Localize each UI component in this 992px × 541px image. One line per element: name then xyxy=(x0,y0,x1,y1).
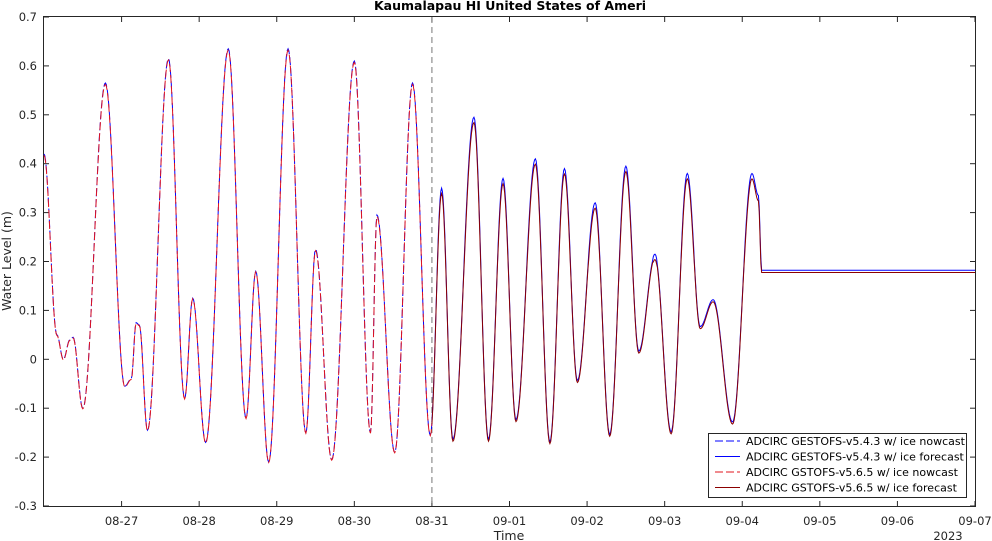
legend-box xyxy=(708,433,967,498)
plot-area xyxy=(43,16,976,507)
x-axis-label: Time xyxy=(493,528,525,541)
legend-entry: ADCIRC GSTOFS-v5.6.5 w/ ice forecast xyxy=(746,482,958,495)
y-tick-label: 0.6 xyxy=(19,59,37,73)
legend-entry: ADCIRC GESTOFS-v5.4.3 w/ ice nowcast xyxy=(746,435,966,448)
x-tick-label: 09-02 xyxy=(570,514,603,528)
y-tick-label: -0.2 xyxy=(15,450,37,464)
legend-entry: ADCIRC GSTOFS-v5.6.5 w/ ice nowcast xyxy=(746,466,959,479)
y-tick-label: 0.2 xyxy=(19,255,37,269)
y-tick-label: 0.4 xyxy=(19,157,37,171)
y-tick-label: 0.3 xyxy=(19,206,37,220)
y-tick-label: 0.5 xyxy=(19,108,37,122)
x-tick-label: 09-07 xyxy=(958,514,991,528)
x-tick-label: 08-30 xyxy=(338,514,371,528)
year-label: 2023 xyxy=(933,529,962,541)
x-tick-label: 08-29 xyxy=(260,514,293,528)
legend: ADCIRC GESTOFS-v5.4.3 w/ ice nowcast ADCI… xyxy=(708,433,967,498)
series-gstofs-nowcast xyxy=(43,48,433,464)
x-tick-label: 08-31 xyxy=(415,514,448,528)
x-tick-label: 09-01 xyxy=(493,514,526,528)
chart-title: Kaumalapau HI United States of Ameri xyxy=(374,0,646,13)
x-tick-label: 09-04 xyxy=(726,514,759,528)
x-tick-label: 09-03 xyxy=(648,514,681,528)
series-lines xyxy=(43,47,975,464)
series-gstofs-forecast xyxy=(431,121,975,445)
y-axis-label: Water Level (m) xyxy=(0,211,14,311)
x-tick-label: 08-28 xyxy=(182,514,215,528)
y-axis: -0.3 -0.2 -0.1 0 0.1 0.2 0.3 0.4 0.5 0.6 0.7 xyxy=(15,10,975,513)
series-gestofs-nowcast xyxy=(43,47,433,464)
x-tick-label: 09-06 xyxy=(881,514,914,528)
y-tick-label: -0.3 xyxy=(15,499,37,513)
legend-entry: ADCIRC GESTOFS-v5.4.3 w/ ice forecast xyxy=(746,451,965,464)
x-tick-label: 08-27 xyxy=(105,514,138,528)
y-tick-label: 0.1 xyxy=(19,303,37,317)
y-tick-label: 0.7 xyxy=(19,10,37,24)
y-tick-label: 0 xyxy=(30,352,37,366)
x-axis: 08-27 08-28 08-29 08-30 08-31 09-01 09-02 09-03… xyxy=(105,17,992,528)
x-tick-label: 09-05 xyxy=(803,514,836,528)
y-tick-label: -0.1 xyxy=(15,401,37,415)
